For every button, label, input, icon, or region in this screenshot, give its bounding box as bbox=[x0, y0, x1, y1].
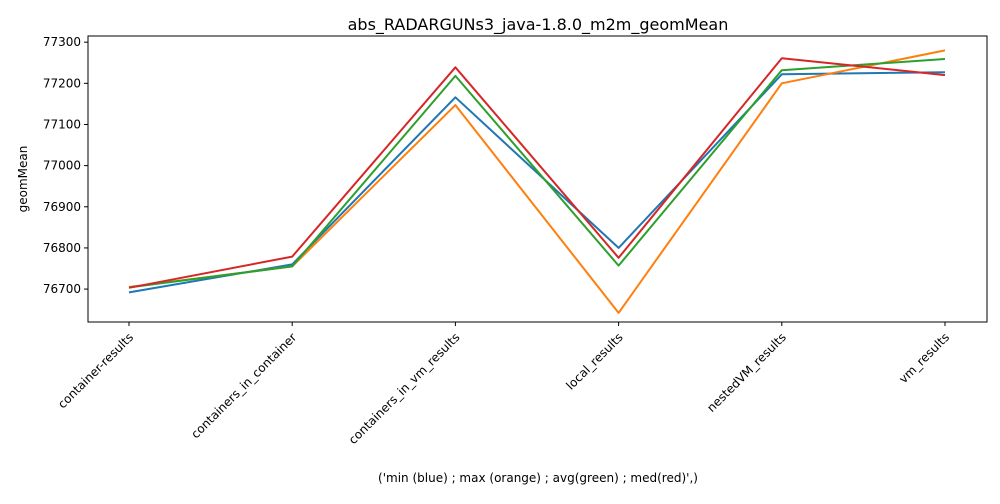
x-tick-label: container-results bbox=[55, 330, 136, 411]
series-line-2 bbox=[128, 58, 946, 289]
x-tick-label: local_results bbox=[563, 330, 625, 392]
y-tick-label: 76700 bbox=[43, 282, 81, 296]
x-tick-label: nestedVM_results bbox=[704, 330, 789, 415]
y-tick-label: 77000 bbox=[43, 159, 81, 173]
chart-title: abs_RADARGUNs3_java-1.8.0_m2m_geomMean bbox=[348, 15, 729, 35]
x-tick-label: containers_in_container bbox=[188, 330, 299, 441]
series-line-3 bbox=[128, 57, 946, 289]
y-tick-label: 77300 bbox=[43, 35, 81, 49]
x-tick-label: containers_in_vm_results bbox=[346, 330, 463, 447]
y-tick-label: 76800 bbox=[43, 241, 81, 255]
y-tick-label: 77200 bbox=[43, 76, 81, 90]
series-line-1 bbox=[128, 49, 946, 314]
y-tick-label: 77100 bbox=[43, 117, 81, 131]
plot-frame bbox=[87, 35, 988, 323]
y-tick-label: 76900 bbox=[43, 200, 81, 214]
y-axis-label: geomMean bbox=[16, 146, 30, 213]
series-line-0 bbox=[128, 71, 946, 294]
plot-area: 76700 76800 76900 77000 77100 77200 77300 conta… bbox=[43, 35, 988, 447]
x-axis-label: ('min (blue) ; max (orange) ; avg(green)… bbox=[378, 471, 698, 485]
x-tick-label: vm_results bbox=[896, 330, 952, 386]
